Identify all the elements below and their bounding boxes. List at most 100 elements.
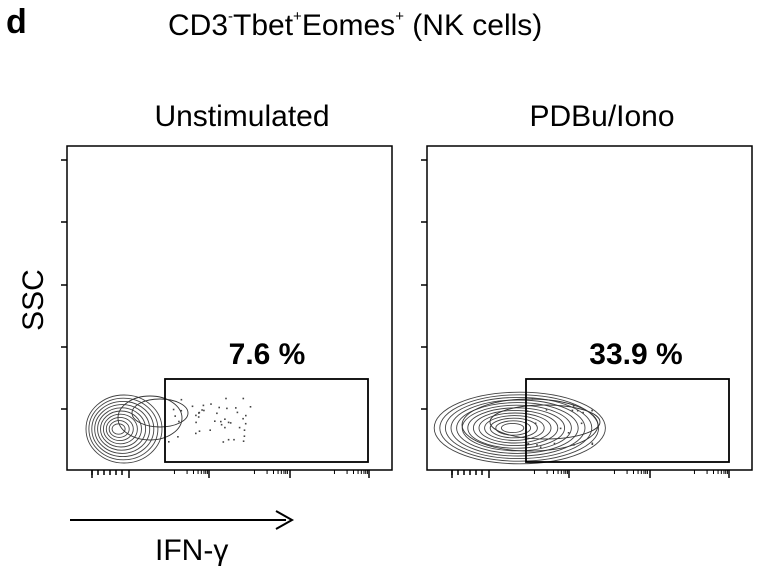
event-dot (195, 421, 197, 424)
contour-line (131, 398, 189, 428)
event-dot (576, 409, 579, 412)
event-dot (553, 442, 556, 445)
event-dot (214, 420, 216, 422)
contour-line (439, 394, 600, 462)
event-dot (191, 405, 194, 408)
contour-line (444, 396, 593, 460)
event-dot (526, 410, 529, 412)
contour-line (433, 391, 606, 465)
event-dot (591, 443, 594, 445)
event-dot (174, 415, 176, 417)
event-dot (201, 409, 203, 411)
event-dot (238, 426, 241, 429)
event-dot (582, 411, 584, 414)
event-dot (244, 422, 247, 425)
gate-box (525, 378, 730, 463)
event-dot (203, 409, 205, 412)
event-dot (195, 414, 197, 417)
contour-line (85, 394, 163, 464)
contour-line (100, 410, 142, 448)
event-dot (531, 398, 534, 400)
event-dot (539, 446, 542, 448)
event-dot (198, 430, 201, 432)
event-dot (572, 405, 575, 407)
contour-line (105, 416, 134, 442)
event-dot (229, 422, 232, 424)
event-dot (527, 443, 530, 445)
event-dot (222, 441, 225, 443)
contour-line (478, 412, 552, 444)
contour-line (489, 404, 601, 440)
event-dot (216, 412, 218, 415)
event-dot (225, 397, 227, 400)
event-dot (591, 442, 594, 445)
event-dot (242, 417, 244, 420)
event-dot (571, 409, 574, 412)
event-dot (227, 438, 230, 441)
event-dot (534, 422, 537, 425)
x-axis-arrow-head (275, 510, 295, 530)
event-dot (197, 416, 200, 418)
contour-line (467, 407, 566, 449)
contour-line (472, 409, 559, 447)
contour-line (88, 397, 159, 461)
event-dot (224, 426, 226, 429)
event-dot (178, 420, 180, 423)
event-dot (242, 397, 245, 400)
contour-line (484, 415, 545, 441)
gate-percent-label: 7.6 % (229, 338, 306, 371)
contour-line (461, 398, 599, 452)
x-axis-label: IFN-γ (155, 534, 229, 567)
event-dot (591, 409, 593, 412)
plot-frame (66, 145, 393, 471)
contour-line (495, 420, 532, 436)
event-dot (202, 404, 205, 407)
event-dot (580, 422, 583, 425)
plot-title-pdbu-iono: PDBu/Iono (529, 100, 675, 133)
event-dot (243, 429, 246, 431)
panel-letter: d (6, 3, 27, 41)
figure-title-part: (NK cells) (403, 9, 543, 42)
event-dot (245, 414, 247, 417)
event-dot (236, 411, 239, 414)
figure-title-superscript: + (395, 8, 404, 25)
event-dot (573, 444, 575, 446)
gate-box (164, 378, 369, 463)
event-dot (243, 435, 246, 437)
plot-title-unstimulated: Unstimulated (154, 100, 330, 133)
event-dot (180, 409, 183, 412)
plot-frame (426, 145, 753, 471)
event-dot (567, 432, 570, 434)
event-dot (180, 398, 183, 401)
contour-line (117, 395, 183, 441)
event-dot (224, 418, 226, 420)
event-dot (198, 412, 200, 414)
figure-title: CD3-Tbet+Eomes+ (NK cells) (168, 6, 542, 46)
figure-title-part: Eomes (301, 9, 396, 42)
event-dot (559, 427, 562, 430)
event-dot (172, 408, 175, 411)
contour-line (108, 420, 130, 438)
contour-line (94, 404, 151, 454)
event-dot (168, 441, 170, 443)
contour-line (91, 400, 155, 458)
figure-title-superscript: + (293, 8, 302, 25)
event-dot (235, 407, 237, 409)
gate-percent-label: 33.9 % (589, 338, 682, 371)
event-dot (209, 429, 211, 431)
contour-line (456, 402, 579, 454)
event-dot (218, 406, 220, 409)
event-dot (177, 436, 179, 438)
event-dot (526, 443, 528, 446)
event-dot (536, 444, 538, 446)
event-dot (242, 440, 245, 442)
contour-line (102, 413, 138, 445)
event-dot (226, 407, 228, 410)
figure-title-part: CD3 (168, 9, 229, 42)
event-dot (195, 432, 197, 435)
figure-title-part: Tbet (233, 9, 294, 42)
event-dot (210, 403, 212, 405)
contour-line (489, 417, 538, 439)
contour-line (450, 399, 586, 457)
